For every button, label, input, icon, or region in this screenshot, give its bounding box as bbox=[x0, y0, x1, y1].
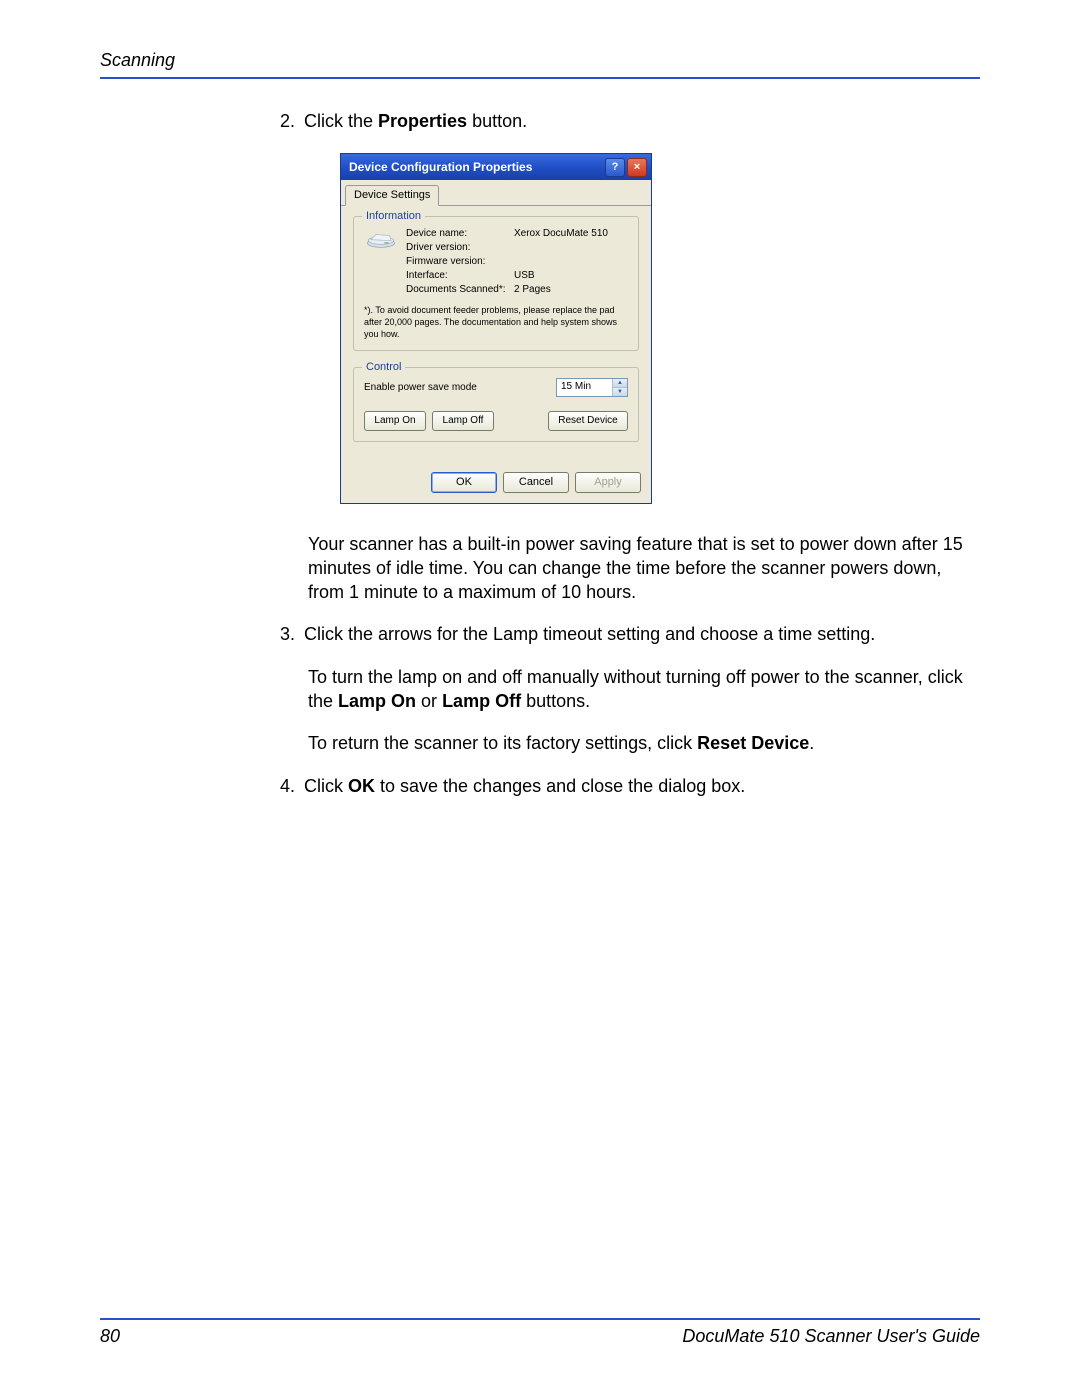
scanner-icon bbox=[364, 227, 400, 251]
information-legend: Information bbox=[362, 209, 425, 224]
step-number: 2. bbox=[280, 109, 304, 133]
step-text-bold: Properties bbox=[378, 111, 467, 131]
info-footnote: *). To avoid document feeder problems, p… bbox=[364, 305, 628, 340]
step-text-bold: OK bbox=[348, 776, 375, 796]
footer-title: DocuMate 510 Scanner User's Guide bbox=[120, 1326, 980, 1347]
ok-button[interactable]: OK bbox=[431, 472, 497, 493]
information-group: Information Devi bbox=[353, 216, 639, 351]
page-number: 80 bbox=[100, 1326, 120, 1347]
para-bold: Lamp On bbox=[338, 691, 416, 711]
info-label: Driver version: bbox=[406, 241, 514, 255]
para-text: To return the scanner to its factory set… bbox=[308, 733, 697, 753]
step-text: Click the arrows for the Lamp timeout se… bbox=[304, 624, 875, 644]
info-row-2: Firmware version: bbox=[406, 255, 628, 269]
info-label: Device name: bbox=[406, 227, 514, 241]
power-save-label: Enable power save mode bbox=[364, 381, 556, 395]
page-footer: 80 DocuMate 510 Scanner User's Guide bbox=[100, 1318, 980, 1347]
info-table: Device name:Xerox DocuMate 510 Driver ve… bbox=[406, 227, 628, 297]
step-4: 4.Click OK to save the changes and close… bbox=[280, 774, 980, 798]
info-value bbox=[514, 255, 628, 269]
paragraph-power-saving: Your scanner has a built-in power saving… bbox=[308, 532, 980, 605]
step-text-after: to save the changes and close the dialog… bbox=[375, 776, 745, 796]
paragraph-reset: To return the scanner to its factory set… bbox=[308, 731, 980, 755]
info-label: Interface: bbox=[406, 269, 514, 283]
content-body: 2.Click the Properties button. Device Co… bbox=[280, 109, 980, 798]
help-button[interactable]: ? bbox=[605, 158, 625, 177]
info-value: USB bbox=[514, 269, 628, 283]
close-icon: × bbox=[634, 160, 640, 175]
lamp-on-button[interactable]: Lamp On bbox=[364, 411, 426, 431]
section-header: Scanning bbox=[100, 50, 980, 79]
power-save-value: 15 Min bbox=[557, 379, 612, 396]
close-button[interactable]: × bbox=[627, 158, 647, 177]
power-save-row: Enable power save mode 15 Min ▲ ▼ bbox=[364, 378, 628, 397]
para-text: buttons. bbox=[521, 691, 590, 711]
information-content: Device name:Xerox DocuMate 510 Driver ve… bbox=[364, 227, 628, 297]
step-text-before: Click the bbox=[304, 111, 378, 131]
reset-device-button[interactable]: Reset Device bbox=[548, 411, 628, 431]
step-text-after: button. bbox=[467, 111, 527, 131]
step-text-before: Click bbox=[304, 776, 348, 796]
paragraph-lamp: To turn the lamp on and off manually wit… bbox=[308, 665, 980, 714]
lamp-off-button[interactable]: Lamp Off bbox=[432, 411, 494, 431]
power-save-spinner[interactable]: 15 Min ▲ ▼ bbox=[556, 378, 628, 397]
info-value: 2 Pages bbox=[514, 283, 628, 297]
info-label: Documents Scanned*: bbox=[406, 283, 514, 297]
tab-device-settings[interactable]: Device Settings bbox=[345, 185, 439, 206]
info-row-0: Device name:Xerox DocuMate 510 bbox=[406, 227, 628, 241]
step-number: 4. bbox=[280, 774, 304, 798]
control-legend: Control bbox=[362, 360, 405, 375]
dialog-title: Device Configuration Properties bbox=[349, 159, 603, 175]
step-number: 3. bbox=[280, 622, 304, 646]
para-bold: Reset Device bbox=[697, 733, 809, 753]
dialog-screenshot: Device Configuration Properties ? × Devi… bbox=[340, 153, 980, 503]
dialog-body: Information Devi bbox=[341, 206, 651, 466]
para-bold: Lamp Off bbox=[442, 691, 521, 711]
info-row-4: Documents Scanned*:2 Pages bbox=[406, 283, 628, 297]
spinner-buttons: ▲ ▼ bbox=[612, 379, 627, 396]
device-config-dialog: Device Configuration Properties ? × Devi… bbox=[340, 153, 652, 503]
para-text: . bbox=[809, 733, 814, 753]
cancel-button[interactable]: Cancel bbox=[503, 472, 569, 493]
tab-strip: Device Settings bbox=[341, 180, 651, 206]
info-value bbox=[514, 241, 628, 255]
control-group: Control Enable power save mode 15 Min ▲ … bbox=[353, 367, 639, 442]
control-button-row: Lamp On Lamp Off Reset Device bbox=[364, 411, 628, 431]
apply-button[interactable]: Apply bbox=[575, 472, 641, 493]
info-value: Xerox DocuMate 510 bbox=[514, 227, 628, 241]
step-2: 2.Click the Properties button. bbox=[280, 109, 980, 133]
spinner-down-icon[interactable]: ▼ bbox=[613, 388, 627, 396]
para-text: or bbox=[416, 691, 442, 711]
spinner-up-icon[interactable]: ▲ bbox=[613, 379, 627, 388]
info-row-3: Interface:USB bbox=[406, 269, 628, 283]
titlebar: Device Configuration Properties ? × bbox=[341, 154, 651, 180]
info-row-1: Driver version: bbox=[406, 241, 628, 255]
step-3: 3.Click the arrows for the Lamp timeout … bbox=[280, 622, 980, 646]
info-label: Firmware version: bbox=[406, 255, 514, 269]
help-icon: ? bbox=[612, 160, 619, 175]
dialog-footer: OK Cancel Apply bbox=[341, 466, 651, 503]
